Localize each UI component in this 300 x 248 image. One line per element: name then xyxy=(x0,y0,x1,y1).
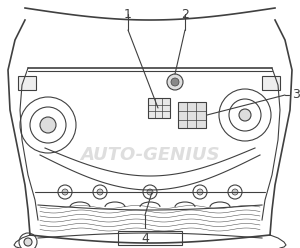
Circle shape xyxy=(40,117,56,133)
Text: 2: 2 xyxy=(181,8,189,21)
Bar xyxy=(18,76,36,90)
Circle shape xyxy=(97,189,103,195)
Circle shape xyxy=(167,74,183,90)
Bar xyxy=(178,102,206,128)
Bar xyxy=(148,98,170,118)
Bar xyxy=(262,76,280,90)
Text: 1: 1 xyxy=(124,8,132,21)
Circle shape xyxy=(147,189,153,195)
Bar xyxy=(118,231,182,245)
Circle shape xyxy=(239,109,251,121)
Circle shape xyxy=(171,78,179,86)
Text: AUTO-GENIUS: AUTO-GENIUS xyxy=(80,146,220,164)
Text: 4: 4 xyxy=(141,232,149,245)
Text: 3: 3 xyxy=(292,89,300,101)
Circle shape xyxy=(232,189,238,195)
Circle shape xyxy=(62,189,68,195)
Circle shape xyxy=(24,238,32,246)
Circle shape xyxy=(197,189,203,195)
